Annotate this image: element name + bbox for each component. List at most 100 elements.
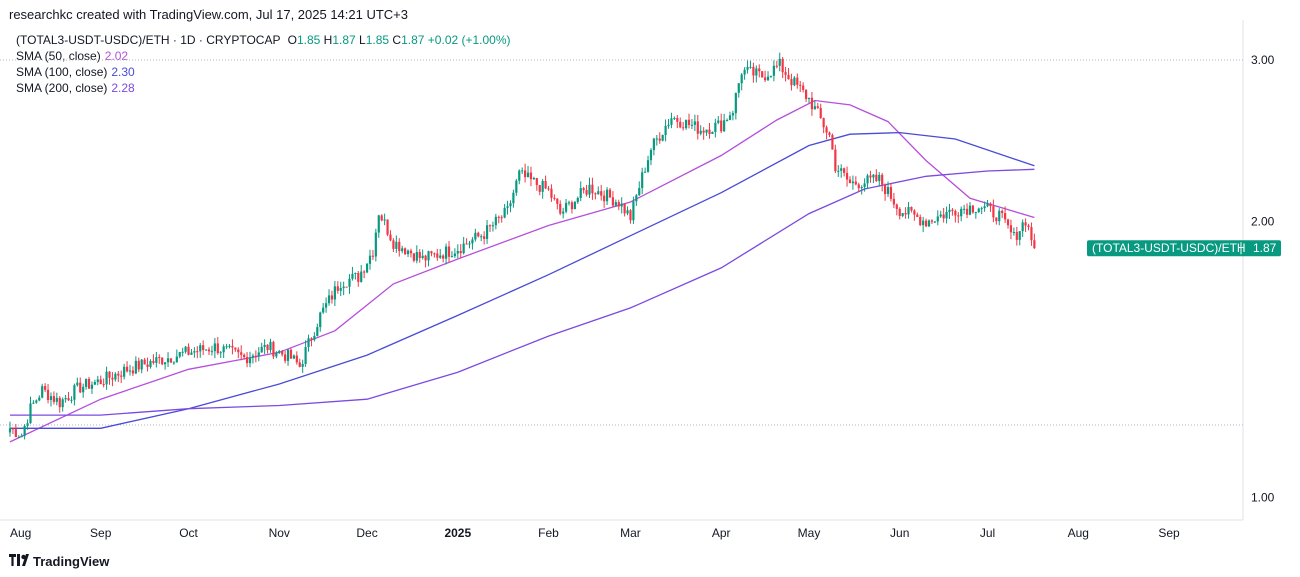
candle <box>11 427 15 435</box>
candle-body <box>860 187 863 189</box>
candle-body <box>699 130 702 134</box>
candle <box>638 181 641 196</box>
candle <box>433 252 436 258</box>
candle-body <box>766 76 770 81</box>
candle-body <box>626 210 629 214</box>
candle-body <box>61 399 64 408</box>
candle-body <box>1030 227 1033 241</box>
candle <box>216 337 219 355</box>
candle-body <box>781 58 784 73</box>
candle-body <box>447 246 451 257</box>
candle <box>965 203 969 219</box>
candle-body <box>977 208 980 213</box>
candle <box>831 133 834 150</box>
candle <box>199 343 202 358</box>
candle <box>980 206 983 215</box>
candle <box>559 200 562 216</box>
candle <box>667 118 670 129</box>
candle <box>462 236 465 255</box>
candle-body <box>251 355 255 358</box>
candle <box>357 270 360 287</box>
candle <box>752 62 755 83</box>
sma-50-label: SMA (50, close) <box>16 49 101 63</box>
close-label: C <box>392 33 402 47</box>
candle-body <box>743 69 746 75</box>
candle-body <box>26 423 29 426</box>
sma-50-row[interactable]: SMA (50, close) 2.02 <box>16 48 511 64</box>
candle-body <box>93 381 96 385</box>
candle-body <box>532 178 535 180</box>
candle <box>395 235 398 253</box>
candle <box>424 254 427 268</box>
candle <box>363 270 366 279</box>
candle-body <box>512 192 515 204</box>
candle-body <box>105 371 108 385</box>
candle <box>597 186 600 195</box>
candle-body <box>503 207 506 218</box>
candle <box>406 249 410 258</box>
candle-body <box>556 198 559 204</box>
candle-body <box>933 221 936 223</box>
candle <box>954 209 957 223</box>
candle <box>884 183 887 201</box>
candle <box>32 400 35 405</box>
candle-body <box>717 120 720 123</box>
sma-100-row[interactable]: SMA (100, close) 2.30 <box>16 64 511 80</box>
candle-body <box>418 251 421 258</box>
candle <box>936 210 939 226</box>
candle <box>404 247 407 256</box>
candle <box>687 113 691 129</box>
candle <box>608 188 612 199</box>
candle-body <box>450 256 454 258</box>
candle <box>524 163 527 183</box>
candle-body <box>930 220 934 222</box>
candle <box>231 339 234 355</box>
close-value: 1.87 <box>401 33 425 47</box>
x-tick-label: Nov <box>269 526 290 540</box>
sma-200-value: 2.28 <box>111 81 135 95</box>
candle-body <box>1021 222 1024 232</box>
candle <box>802 82 805 93</box>
candle-body <box>398 241 401 252</box>
candle-body <box>623 203 626 214</box>
candle <box>245 352 249 368</box>
candle-body <box>102 384 105 386</box>
candle-body <box>99 379 102 385</box>
candle <box>313 332 316 342</box>
candle <box>840 164 843 178</box>
candle <box>260 342 263 353</box>
candle <box>998 208 1001 226</box>
candle <box>611 191 615 208</box>
candle <box>161 357 164 366</box>
candle <box>579 181 582 202</box>
candle-body <box>831 135 834 150</box>
candle-body <box>963 208 966 210</box>
candle <box>705 129 708 136</box>
candle-body <box>705 129 708 133</box>
high-label: H <box>323 33 333 47</box>
candle <box>526 165 530 178</box>
candle-body <box>29 403 32 424</box>
candle-body <box>960 208 963 217</box>
candle-body <box>222 346 225 353</box>
y-tick-label: 3.00 <box>1251 53 1275 67</box>
candle-body <box>430 251 433 254</box>
candle <box>532 176 535 180</box>
candle <box>401 245 404 254</box>
candle <box>483 231 486 245</box>
candle-body <box>690 124 694 126</box>
candle <box>272 340 275 360</box>
candle <box>327 289 331 306</box>
candle-body <box>339 288 342 291</box>
sma-200-row[interactable]: SMA (200, close) 2.28 <box>16 80 511 96</box>
candle <box>995 217 998 225</box>
candle <box>983 201 986 212</box>
tradingview-logo[interactable]: TradingView <box>9 553 109 569</box>
candle-body <box>187 346 190 355</box>
candle <box>793 76 796 87</box>
symbol-row[interactable]: (TOTAL3-USDT-USDC)/ETH · 1D · CRYPTOCAP … <box>16 32 511 48</box>
x-tick-label: Mar <box>620 526 641 540</box>
candle <box>105 366 108 390</box>
candle-body <box>863 183 866 188</box>
